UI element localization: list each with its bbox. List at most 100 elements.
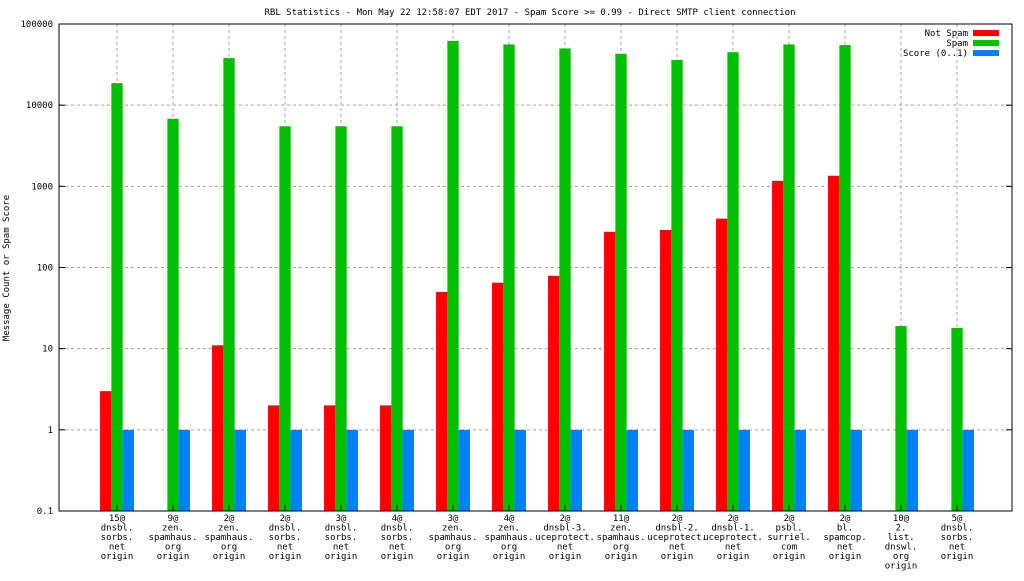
bar-not-spam xyxy=(324,405,336,511)
x-tick-label: dnsbl. xyxy=(941,524,974,534)
x-tick-label: org xyxy=(501,543,517,553)
x-tick-label: origin xyxy=(493,552,526,562)
x-tick-label: net xyxy=(837,543,853,553)
x-tick-label: origin xyxy=(381,552,414,562)
x-tick-label: dnsbl-1. xyxy=(711,524,754,534)
y-tick-label: 0.1 xyxy=(37,507,53,517)
x-tick-label: sorbs. xyxy=(325,533,358,543)
y-axis-label: Message Count or Spam Score xyxy=(2,195,12,341)
x-tick-label: psbl. xyxy=(775,524,802,534)
bar-not-spam xyxy=(380,405,392,511)
plot-border xyxy=(58,23,1013,512)
x-tick-label: 2@ xyxy=(840,514,851,524)
bar-score xyxy=(122,429,134,511)
x-tick-label: dnsbl-2. xyxy=(655,524,698,534)
x-tick-label: net xyxy=(333,543,349,553)
x-tick-label: origin xyxy=(941,552,974,562)
bar-not-spam xyxy=(268,405,280,511)
bar-score xyxy=(850,429,862,511)
x-tick-label: origin xyxy=(269,552,302,562)
x-tick-label: spamhaus. xyxy=(149,533,198,543)
x-tick-label: dnsbl. xyxy=(101,524,134,534)
x-tick-label: org xyxy=(445,543,461,553)
x-tick-label: zen. xyxy=(218,524,240,534)
x-tick-label: 2. xyxy=(896,524,907,534)
bar-spam xyxy=(895,326,907,511)
x-tick-label: list. xyxy=(887,533,914,543)
x-tick-label: spamcop. xyxy=(823,533,866,543)
x-tick-label: zen. xyxy=(442,524,464,534)
bar-score xyxy=(738,429,750,511)
x-tick-label: com xyxy=(781,543,797,553)
x-tick-label: net xyxy=(669,543,685,553)
y-tick-label: 1000 xyxy=(31,182,53,192)
bar-score xyxy=(402,429,414,511)
bar-spam xyxy=(727,52,739,511)
bar-not-spam xyxy=(436,291,448,511)
x-tick-label: origin xyxy=(213,552,246,562)
y-tick-label: 100 xyxy=(37,264,53,274)
x-tick-label: 3@ xyxy=(448,514,459,524)
x-tick-label: spamhaus. xyxy=(485,533,534,543)
bar-not-spam xyxy=(772,180,784,511)
x-tick-label: 2@ xyxy=(672,514,683,524)
x-tick-label: uceprotect. xyxy=(535,533,595,543)
bar-spam xyxy=(951,327,963,511)
x-tick-label: org xyxy=(893,552,909,562)
bar-spam xyxy=(671,60,683,511)
x-tick-label: 4@ xyxy=(504,514,515,524)
bar-not-spam xyxy=(828,175,840,511)
bar-score xyxy=(962,429,974,511)
legend-swatch xyxy=(973,30,999,36)
x-tick-label: dnsbl. xyxy=(381,524,414,534)
bar-score xyxy=(682,429,694,511)
bar-not-spam xyxy=(716,218,728,511)
bar-spam xyxy=(279,126,291,511)
bar-score xyxy=(458,429,470,511)
x-tick-label: org xyxy=(165,543,181,553)
x-tick-label: org xyxy=(221,543,237,553)
x-tick-label: 2@ xyxy=(784,514,795,524)
x-tick-label: 2@ xyxy=(280,514,291,524)
bar-spam xyxy=(559,48,571,512)
x-tick-label: 5@ xyxy=(952,514,963,524)
x-tick-label: surriel. xyxy=(767,533,810,543)
x-tick-label: origin xyxy=(773,552,806,562)
legend-swatch xyxy=(973,40,999,46)
x-tick-label: zen. xyxy=(610,524,632,534)
bar-spam xyxy=(391,126,403,511)
x-tick-label: uceprotect. xyxy=(647,533,707,543)
x-tick-label: uceprotect. xyxy=(703,533,763,543)
bar-not-spam xyxy=(548,275,560,511)
legend-label: Spam xyxy=(946,39,968,49)
y-tick-label: 100000 xyxy=(20,20,53,30)
x-tick-label: sorbs. xyxy=(101,533,134,543)
bar-spam xyxy=(615,53,627,511)
x-tick-label: dnsbl-3. xyxy=(543,524,586,534)
x-tick-label: net xyxy=(557,543,573,553)
bar-spam xyxy=(447,40,459,511)
x-tick-label: 11@ xyxy=(613,514,630,524)
x-tick-label: 2@ xyxy=(728,514,739,524)
x-tick-label: 10@ xyxy=(893,514,910,524)
x-tick-label: origin xyxy=(661,552,694,562)
x-tick-label: origin xyxy=(325,552,358,562)
bar-spam xyxy=(111,83,123,512)
bar-not-spam xyxy=(660,229,672,511)
x-tick-label: net xyxy=(949,543,965,553)
legend-label: Not Spam xyxy=(925,29,968,39)
x-tick-label: 2@ xyxy=(224,514,235,524)
x-tick-label: dnsbl. xyxy=(269,524,302,534)
x-tick-label: 9@ xyxy=(168,514,179,524)
y-tick-label: 1 xyxy=(48,426,53,436)
x-tick-label: 4@ xyxy=(392,514,403,524)
x-tick-label: dnsbl. xyxy=(325,524,358,534)
bar-spam xyxy=(839,45,851,512)
x-tick-label: net xyxy=(389,543,405,553)
legend-label: Score (0..1) xyxy=(903,49,968,59)
bar-score xyxy=(290,429,302,511)
legend-swatch xyxy=(973,50,999,56)
bar-spam xyxy=(783,44,795,511)
x-tick-label: spamhaus. xyxy=(597,533,646,543)
